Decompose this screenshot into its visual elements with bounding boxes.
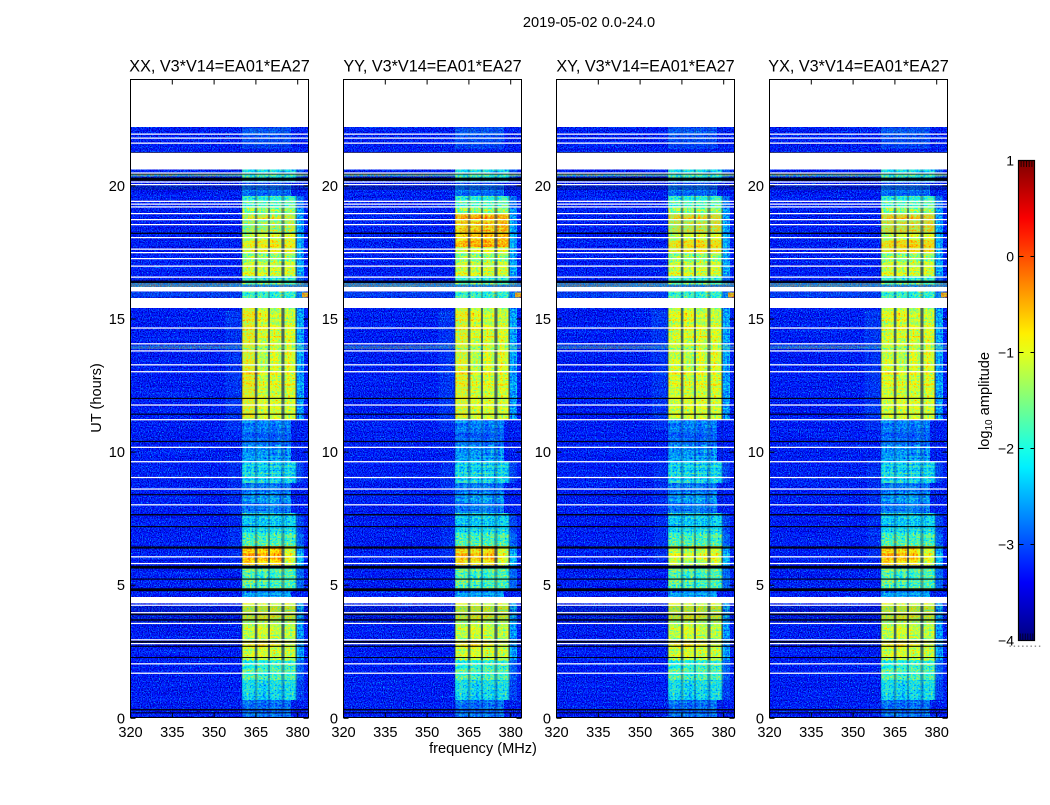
svg-text:365: 365	[244, 725, 268, 741]
svg-text:380: 380	[712, 725, 736, 741]
svg-text:350: 350	[628, 725, 652, 741]
svg-text:20: 20	[109, 179, 125, 195]
svg-text:15: 15	[322, 312, 338, 328]
svg-text:log10 amplitude: log10 amplitude	[977, 352, 995, 450]
svg-text:−1: −1	[998, 345, 1014, 361]
svg-text:0: 0	[1006, 249, 1014, 265]
svg-text:−3: −3	[998, 537, 1014, 553]
svg-text:0: 0	[330, 711, 338, 727]
svg-text:350: 350	[415, 725, 439, 741]
svg-text:YX, V3*V14=EA01*EA27: YX, V3*V14=EA01*EA27	[768, 58, 948, 76]
svg-text:320: 320	[118, 725, 142, 741]
svg-text:380: 380	[499, 725, 523, 741]
svg-text:380: 380	[925, 725, 949, 741]
svg-text:15: 15	[109, 312, 125, 328]
svg-text:YY, V3*V14=EA01*EA27: YY, V3*V14=EA01*EA27	[343, 58, 521, 76]
svg-text:320: 320	[331, 725, 355, 741]
svg-text:20: 20	[535, 179, 551, 195]
svg-text:UT (hours): UT (hours)	[89, 363, 105, 432]
svg-text:335: 335	[799, 725, 823, 741]
svg-text:2019-05-02 0.0-24.0: 2019-05-02 0.0-24.0	[523, 15, 655, 31]
svg-text:5: 5	[330, 578, 338, 594]
svg-text:335: 335	[586, 725, 610, 741]
svg-text:−2: −2	[998, 441, 1014, 457]
svg-text:0: 0	[117, 711, 125, 727]
svg-text:XX, V3*V14=EA01*EA27: XX, V3*V14=EA01*EA27	[129, 58, 309, 76]
svg-text:365: 365	[670, 725, 694, 741]
svg-text:335: 335	[160, 725, 184, 741]
svg-text:320: 320	[544, 725, 568, 741]
svg-text:350: 350	[202, 725, 226, 741]
svg-text:15: 15	[748, 312, 764, 328]
svg-text:frequency (MHz): frequency (MHz)	[429, 741, 537, 757]
svg-text:10: 10	[109, 445, 125, 461]
svg-text:320: 320	[757, 725, 781, 741]
svg-text:365: 365	[883, 725, 907, 741]
svg-text:350: 350	[841, 725, 865, 741]
svg-text:XY, V3*V14=EA01*EA27: XY, V3*V14=EA01*EA27	[556, 58, 734, 76]
svg-text:365: 365	[457, 725, 481, 741]
svg-text:5: 5	[117, 578, 125, 594]
svg-text:20: 20	[748, 179, 764, 195]
svg-text:−4: −4	[998, 633, 1014, 649]
svg-text:10: 10	[322, 445, 338, 461]
svg-text:15: 15	[535, 312, 551, 328]
svg-text:10: 10	[535, 445, 551, 461]
svg-text:1: 1	[1006, 153, 1014, 169]
svg-text:0: 0	[756, 711, 764, 727]
svg-text:5: 5	[756, 578, 764, 594]
svg-text:380: 380	[286, 725, 310, 741]
svg-text:20: 20	[322, 179, 338, 195]
svg-text:0: 0	[543, 711, 551, 727]
svg-text:10: 10	[748, 445, 764, 461]
svg-text:335: 335	[373, 725, 397, 741]
svg-text:5: 5	[543, 578, 551, 594]
